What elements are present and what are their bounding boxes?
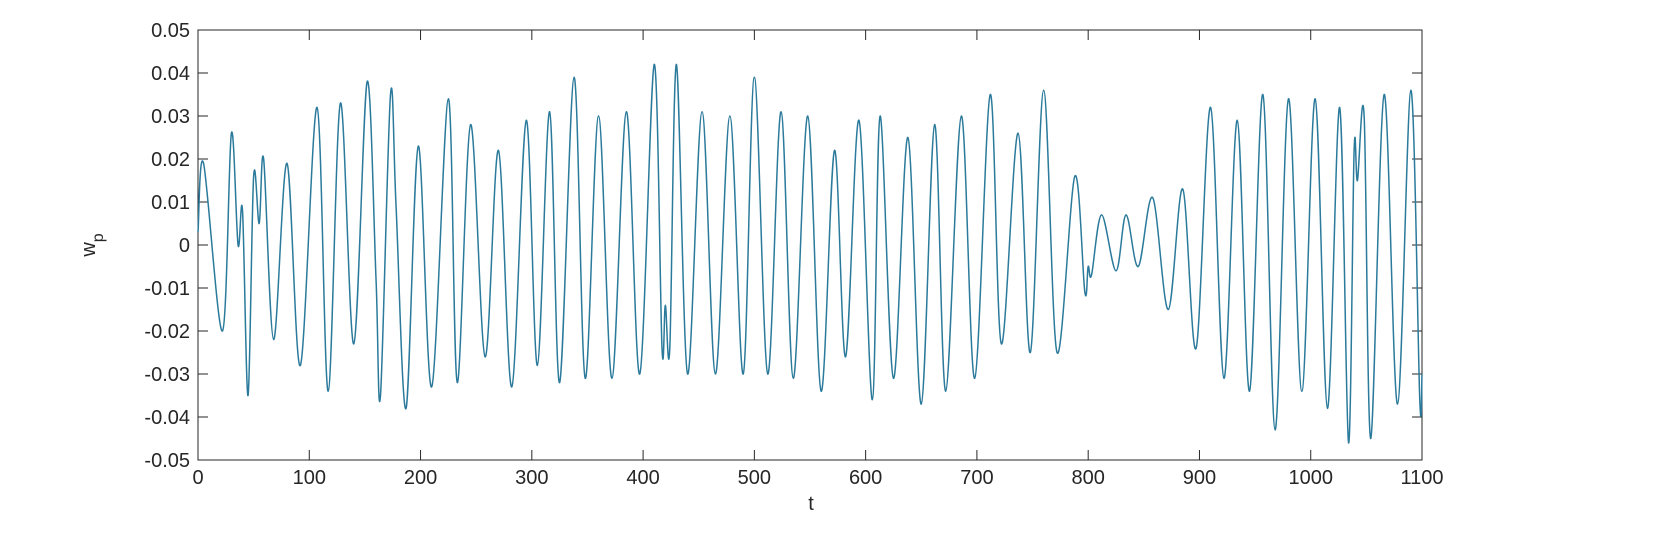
plot-frame <box>197 29 1423 461</box>
x-tick-label: 400 <box>626 467 659 489</box>
y-tick-label: 0.03 <box>151 106 190 128</box>
x-tick-label: 100 <box>293 467 326 489</box>
x-tick-label: 0 <box>192 467 203 489</box>
x-tick-label: 1100 <box>1400 467 1443 489</box>
y-tick-label: 0.04 <box>151 63 190 85</box>
y-tick-label: -0.02 <box>144 321 190 343</box>
y-axis-label: wp <box>78 233 107 257</box>
y-tick-label: 0.01 <box>151 192 190 214</box>
x-tick-label: 500 <box>738 467 771 489</box>
y-tick-label: 0.02 <box>151 149 190 171</box>
x-tick-label: 300 <box>515 467 548 489</box>
x-tick-label: 800 <box>1071 467 1104 489</box>
y-tick-label: -0.01 <box>144 278 190 300</box>
y-tick-label: -0.03 <box>144 364 190 386</box>
y-tick-label: 0.05 <box>151 20 190 42</box>
y-tick-label: -0.04 <box>144 407 190 429</box>
x-tick-label: 700 <box>960 467 993 489</box>
x-tick-label: 900 <box>1183 467 1216 489</box>
y-tick-label: 0 <box>179 235 190 257</box>
x-tick-label: 200 <box>404 467 437 489</box>
x-axis-label: t <box>808 493 814 515</box>
x-tick-label: 1000 <box>1288 467 1333 489</box>
y-tick-label: -0.05 <box>144 450 190 472</box>
data-line <box>197 63 1423 444</box>
x-tick-label: 600 <box>849 467 882 489</box>
